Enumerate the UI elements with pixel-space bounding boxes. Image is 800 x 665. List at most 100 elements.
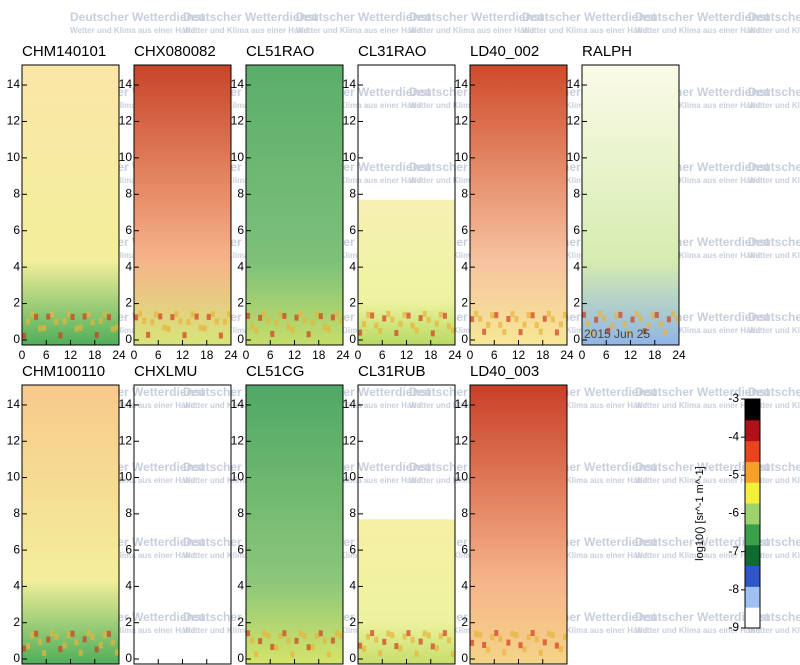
boundary-layer [142,317,147,324]
y-tick-label: 0 [125,651,132,665]
boundary-layer [74,639,79,646]
y-tick-label: 10 [231,470,245,484]
boundary-layer [666,316,671,323]
boundary-layer [50,311,55,318]
boundary-layer [662,329,667,336]
boundary-layer [390,316,395,323]
boundary-layer [370,630,375,637]
boundary-layer [314,632,319,639]
watermark-title: Deutscher Wetterdienst [748,235,800,249]
backscatter-image [470,65,567,345]
y-tick-label: 8 [461,186,468,200]
boundary-layer [522,321,527,328]
boundary-layer [22,332,27,339]
watermark-subtitle: Wetter und Klima aus einer Hand [70,251,195,260]
boundary-layer [266,317,271,324]
boundary-layer [542,315,547,322]
boundary-layer [474,310,479,317]
boundary-layer [514,631,519,638]
y-tick-label: 2 [125,296,132,310]
panel-title: CL31RUB [358,363,426,380]
x-tick-label: 6 [379,348,386,362]
y-tick-label: 10 [455,470,469,484]
boundary-layer [554,329,559,336]
boundary-layer [422,630,427,637]
colorbar-tick-label: -4 [728,429,739,443]
boundary-layer [502,649,507,656]
boundary-layer [330,314,335,321]
y-tick-label: 6 [461,223,468,237]
boundary-layer [302,632,307,639]
boundary-layer [78,324,83,331]
boundary-layer [206,313,211,320]
boundary-layer [550,316,555,323]
boundary-layer [358,642,363,649]
boundary-layer [98,642,103,649]
boundary-layer [442,630,447,637]
boundary-layer [166,325,171,332]
watermark-title: Deutscher Wetterdienst [522,10,656,24]
watermark-subtitle: Wetter und Klima aus einer Hand [70,401,195,410]
y-tick-label: 12 [567,114,581,128]
colorbar-swatch [745,607,760,629]
y-tick-label: 0 [573,332,580,346]
y-tick-label: 14 [7,77,21,91]
y-tick-label: 6 [461,542,468,556]
boundary-layer [562,633,567,640]
boundary-layer [214,318,219,325]
boundary-layer [86,311,91,318]
boundary-layer [362,645,367,652]
boundary-layer [406,312,411,319]
boundary-layer [310,319,315,326]
y-tick-label: 14 [231,77,245,91]
watermark-subtitle: Wetter und Klima aus einer Hand [748,551,800,560]
boundary-layer [614,312,619,319]
colorbar-swatch [745,503,760,525]
boundary-layer [326,326,331,333]
y-tick-label: 10 [231,150,245,164]
watermark-title: Deutscher Wetterdienst [635,610,769,624]
boundary-layer [218,332,223,339]
boundary-layer [254,327,259,334]
boundary-layer [102,311,107,318]
boundary-layer [642,328,647,335]
boundary-layer [598,310,603,317]
watermark-subtitle: Wetter und Klima aus einer Hand [635,26,760,35]
boundary-layer [286,323,291,330]
watermark-title: Deutscher Wetterdienst [748,460,800,474]
boundary-layer [62,642,67,649]
colorbar-tick-label: -9 [728,620,739,634]
boundary-layer [654,311,659,318]
boundary-layer [478,631,483,638]
boundary-layer [58,332,63,339]
watermark-title: Deutscher Wetterdienst [748,310,800,324]
boundary-layer [382,315,387,322]
boundary-layer [510,310,515,317]
boundary-layer [338,633,343,640]
y-tick-label: 2 [461,296,468,310]
boundary-layer [246,312,251,319]
boundary-layer [530,630,535,637]
boundary-layer [630,316,635,323]
boundary-layer [390,632,395,639]
y-tick-label: 8 [461,506,468,520]
boundary-layer [402,311,407,318]
y-tick-label: 2 [125,615,132,629]
watermark-subtitle: Wetter und Klima aus einer Hand [70,176,195,185]
boundary-layer [362,321,367,328]
watermark-title: Deutscher Wetterdienst [748,610,800,624]
x-tick-label: 18 [200,348,214,362]
boundary-layer [502,328,507,335]
x-tick-label: 12 [288,348,302,362]
boundary-layer [430,330,435,337]
panel-title: CHM140101 [22,43,106,60]
boundary-layer [62,318,67,325]
backscatter-image [246,65,343,345]
panel-title: CHX080082 [134,43,216,60]
watermark-title: Deutscher Wetterdienst [409,10,543,24]
x-tick-label: 0 [131,348,138,362]
boundary-layer [370,312,375,319]
boundary-layer [58,646,63,653]
boundary-layer [634,310,639,317]
